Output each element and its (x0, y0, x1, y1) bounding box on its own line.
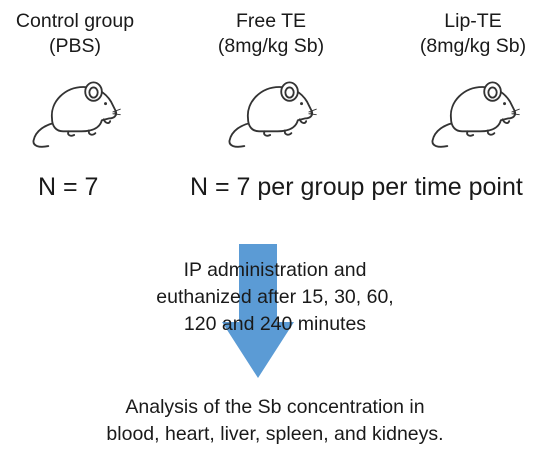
procedure-line-3: 120 and 240 minutes (183, 313, 367, 335)
analysis-line-2: blood, heart, liver, spleen, and kidneys… (106, 423, 444, 445)
mouse-icon (228, 81, 318, 148)
group-lip-te-dose: (8mg/kg Sb) (419, 35, 527, 57)
mouse-icon (32, 81, 122, 148)
group-lip-te-name: Lip-TE (444, 10, 502, 32)
group-free-te-name: Free TE (235, 10, 307, 32)
procedure-line-1: IP administration and (183, 259, 367, 281)
group-control-name: Control group (15, 10, 135, 32)
count-control: N = 7 (38, 173, 99, 201)
procedure-line-2: euthanized after 15, 30, 60, (156, 286, 394, 308)
procedure-text: IP administration and euthanized after 1… (75, 257, 475, 338)
analysis-text: Analysis of the Sb concentration in bloo… (25, 394, 525, 448)
count-treated: N = 7 per group per time point (190, 173, 523, 201)
group-label-free-te: Free TE (8mg/kg Sb) (196, 9, 346, 59)
down-arrow-icon (222, 244, 294, 378)
group-control-dose: (PBS) (48, 35, 101, 57)
group-label-control: Control group (PBS) (0, 9, 150, 59)
group-free-te-dose: (8mg/kg Sb) (217, 35, 325, 57)
analysis-line-1: Analysis of the Sb concentration in (125, 396, 425, 418)
group-label-lip-te: Lip-TE (8mg/kg Sb) (398, 9, 548, 59)
mouse-icon (431, 81, 521, 148)
